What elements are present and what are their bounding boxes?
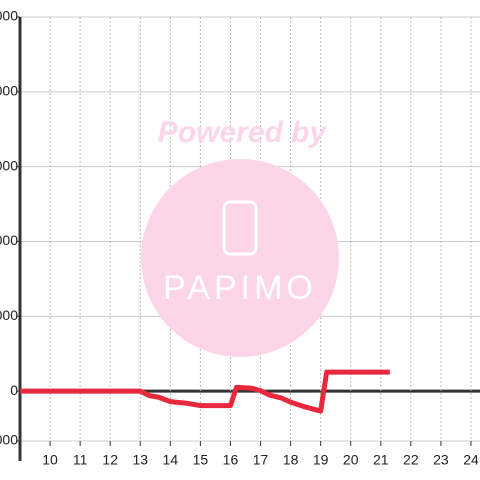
y-tick-label: 30,000 xyxy=(0,307,18,323)
x-tick-label: 15 xyxy=(193,452,209,468)
watermark-icon xyxy=(222,200,258,256)
x-tick-label: 12 xyxy=(102,452,118,468)
x-tick-label: 19 xyxy=(313,452,329,468)
y-tick-label: 60,000 xyxy=(0,232,18,248)
x-tick-label: 22 xyxy=(403,452,419,468)
watermark-top: Powered by xyxy=(158,116,328,149)
x-tick-label: 24 xyxy=(463,452,479,468)
x-tick-label: 16 xyxy=(223,452,239,468)
y-tick-label: 90,000 xyxy=(0,157,18,173)
data-line xyxy=(20,369,390,414)
y-tick-label: -20,000 xyxy=(0,432,18,448)
x-tick-label: 14 xyxy=(163,452,179,468)
x-tick-label: 11 xyxy=(73,452,88,468)
y-tick-label: 120,000 xyxy=(0,83,18,99)
y-tick-label: 0 xyxy=(10,382,18,398)
y-tick-label: 150,000 xyxy=(0,8,18,24)
x-tick-label: 13 xyxy=(132,452,148,468)
x-tick-label: 20 xyxy=(343,452,359,468)
x-tick-label: 23 xyxy=(433,452,449,468)
x-tick-label: 10 xyxy=(42,452,58,468)
x-tick-label: 18 xyxy=(283,452,299,468)
watermark-circle xyxy=(141,159,339,357)
x-tick-label: 21 xyxy=(373,452,389,468)
x-tick-label: 17 xyxy=(253,452,269,468)
watermark-bottom: PAPIMO xyxy=(163,269,317,307)
